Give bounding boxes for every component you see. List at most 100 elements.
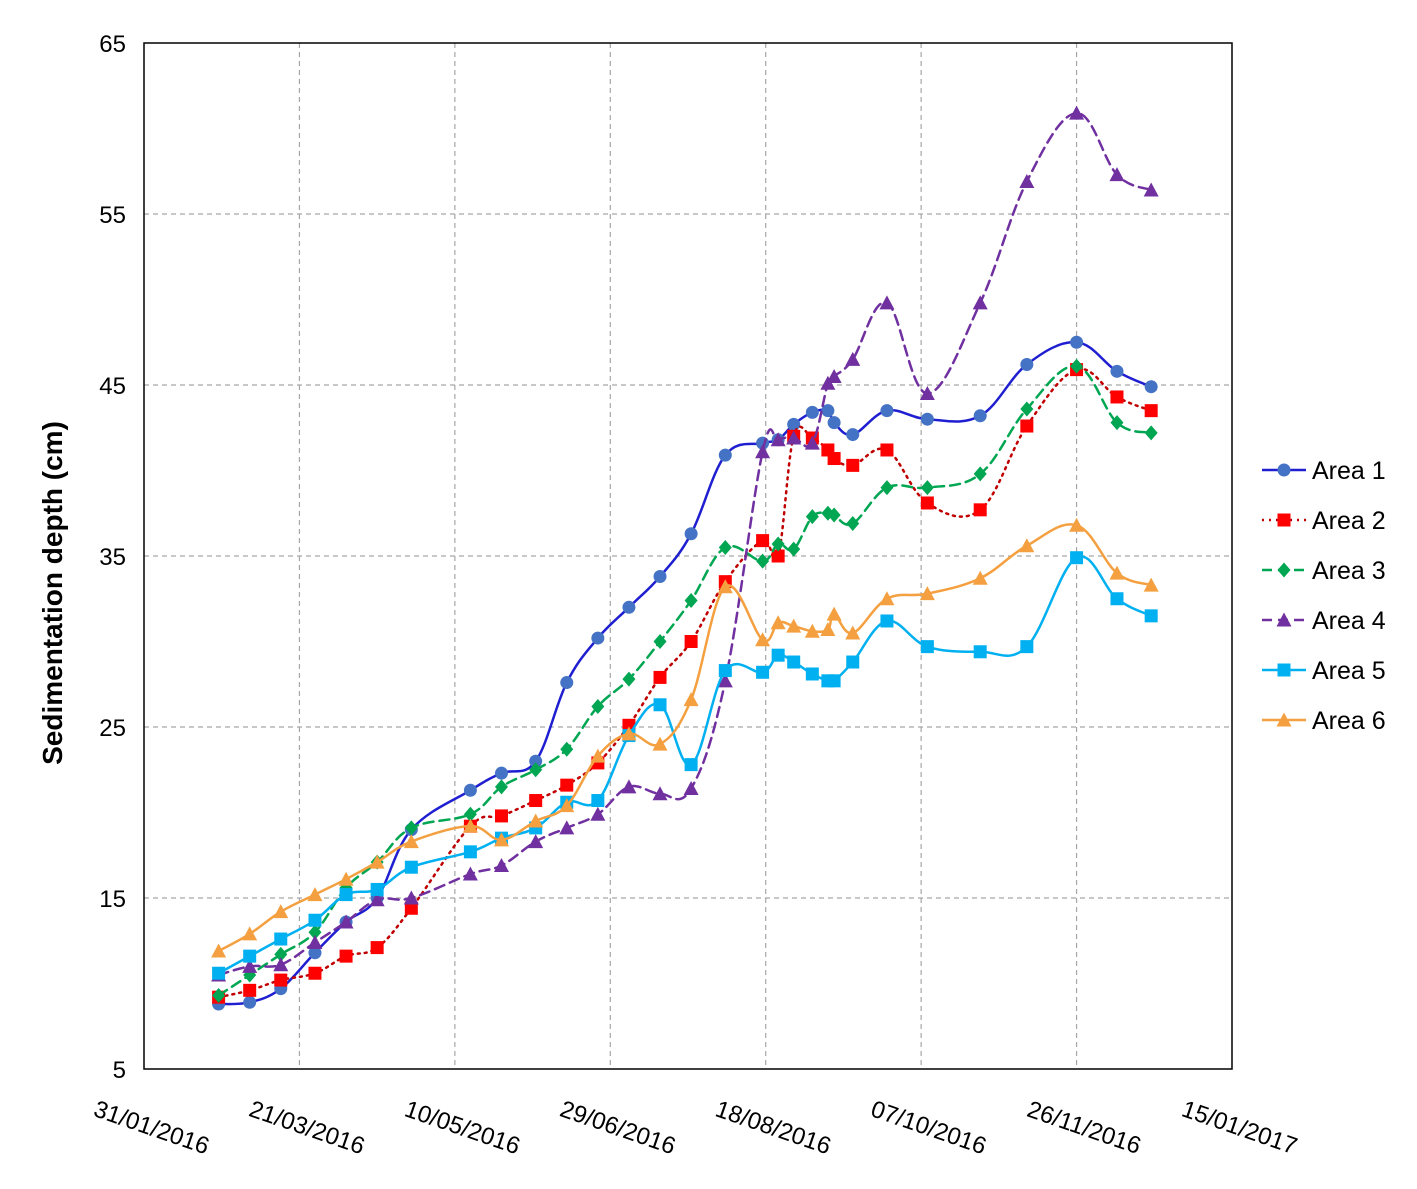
legend-label: Area 4 (1312, 607, 1386, 635)
y-tick-label: 35 (99, 544, 126, 571)
legend-marker (1276, 612, 1292, 627)
data-point (242, 926, 258, 941)
data-point (243, 983, 257, 997)
data-point (920, 496, 934, 510)
data-point (787, 541, 801, 557)
data-point (528, 813, 544, 828)
data-point (528, 834, 544, 849)
legend-marker (1277, 463, 1291, 477)
y-tick-label: 65 (99, 31, 126, 58)
data-point (820, 622, 836, 637)
series-6 (211, 517, 1159, 958)
data-point (845, 351, 861, 366)
data-point (494, 809, 508, 823)
series-3 (212, 358, 1158, 1003)
data-point (274, 973, 288, 987)
series-4 (211, 105, 1159, 982)
data-point (1020, 401, 1034, 417)
data-point (972, 295, 988, 310)
data-point (718, 448, 732, 462)
data-point (529, 762, 543, 778)
data-point (821, 404, 835, 418)
data-point (652, 786, 668, 801)
data-point (653, 634, 667, 649)
data-point (370, 941, 384, 955)
data-point (622, 671, 636, 687)
data-point (755, 632, 771, 647)
legend-marker (1277, 562, 1291, 578)
legend-entry-6: Area 6 (1262, 707, 1386, 735)
data-point (1070, 335, 1084, 349)
data-point (756, 553, 770, 569)
data-point (879, 295, 895, 310)
data-point (339, 949, 353, 963)
data-point (338, 914, 354, 929)
data-point (973, 503, 987, 517)
data-point (463, 845, 477, 859)
data-point (559, 798, 575, 813)
data-point (771, 536, 785, 552)
data-point (403, 890, 419, 905)
series-line-3 (217, 364, 1153, 997)
data-point (560, 778, 574, 792)
data-point (621, 726, 637, 741)
data-point (308, 924, 322, 940)
y-tick-label: 15 (99, 886, 126, 913)
x-tick-label: 26/11/2016 (1024, 1096, 1145, 1160)
data-point (1069, 105, 1085, 120)
data-point (560, 741, 574, 757)
data-point (880, 614, 894, 628)
legend-entry-2: Area 2 (1262, 507, 1386, 535)
data-point (404, 820, 418, 836)
data-point (621, 779, 637, 794)
data-point (590, 748, 606, 763)
data-point (1109, 167, 1125, 182)
data-point (404, 860, 418, 874)
data-point (846, 655, 860, 669)
data-point (212, 987, 226, 1003)
series-1 (212, 335, 1158, 1011)
data-point (920, 640, 934, 654)
data-point (1020, 640, 1034, 654)
data-point (1143, 182, 1159, 197)
series-line-6 (217, 523, 1153, 953)
legend-label: Area 5 (1312, 657, 1386, 685)
data-point (845, 625, 861, 640)
data-point (1020, 357, 1034, 371)
data-point (212, 966, 226, 980)
data-point (786, 618, 802, 633)
data-point (770, 615, 786, 630)
data-point (880, 480, 894, 496)
data-point (1069, 517, 1085, 532)
data-point (307, 934, 323, 949)
data-point (756, 534, 770, 548)
data-point (591, 698, 605, 714)
data-point (590, 806, 606, 821)
data-point (1070, 551, 1084, 565)
data-point (1109, 565, 1125, 580)
x-tick-label: 18/08/2016 (712, 1096, 834, 1161)
data-point (919, 386, 935, 401)
legend-marker (1277, 513, 1291, 527)
data-point (879, 591, 895, 606)
data-point (1020, 419, 1034, 433)
data-point (1143, 577, 1159, 592)
data-point (684, 635, 698, 648)
data-point (1110, 592, 1124, 606)
y-axis-title: Sedimentation depth (cm) (37, 421, 68, 765)
data-point (717, 673, 733, 688)
data-point (560, 676, 574, 690)
legend-label: Area 3 (1312, 557, 1386, 585)
data-point (338, 871, 354, 886)
data-point (211, 943, 227, 958)
x-tick-label: 15/01/2017 (1178, 1096, 1300, 1161)
data-point (242, 958, 258, 973)
data-point (462, 818, 478, 833)
data-point (804, 623, 820, 638)
data-point (787, 655, 801, 669)
data-point (307, 887, 323, 902)
data-point (403, 834, 419, 849)
x-tick-label: 29/06/2016 (557, 1096, 679, 1161)
y-tick-label: 45 (99, 373, 126, 400)
